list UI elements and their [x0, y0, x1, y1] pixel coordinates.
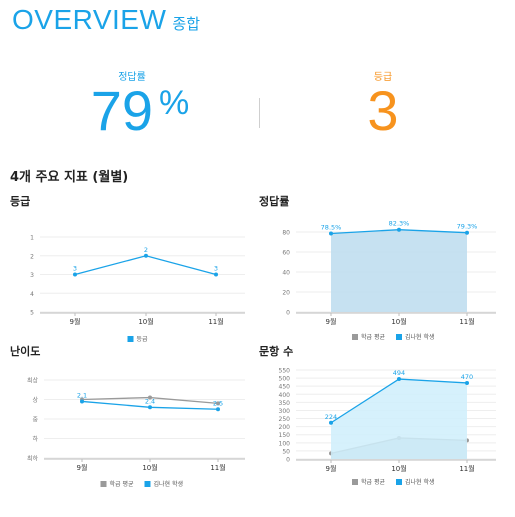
stat-divider [259, 98, 260, 128]
data-point [465, 380, 469, 385]
y-tick-label: 2 [30, 253, 34, 260]
data-point [148, 405, 152, 410]
data-point [397, 227, 401, 232]
data-point [216, 407, 220, 412]
legend-label: 김나현 학생 [154, 480, 184, 488]
chart-title-questions: 문항 수 [259, 345, 294, 358]
y-tick-label: 60 [282, 250, 290, 257]
y-tick-label: 3 [30, 272, 34, 279]
x-tick-label: 11월 [210, 463, 225, 472]
grade-label: 등급 [373, 72, 393, 83]
x-tick-label: 9월 [70, 317, 81, 326]
data-label: 78.5% [321, 224, 342, 232]
x-tick-label: 10월 [391, 464, 406, 473]
x-tick-label: 9월 [326, 464, 337, 473]
data-label: 470 [461, 373, 473, 381]
y-tick-label: 500 [279, 376, 291, 383]
data-point [397, 377, 401, 382]
chart-title-grade: 등급 [10, 195, 31, 208]
y-tick-label: 중 [32, 417, 38, 424]
data-label: 82.3% [389, 220, 410, 228]
chart-title-accuracy: 정답률 [259, 195, 290, 208]
y-tick-label: 4 [30, 291, 34, 298]
legend-swatch [396, 479, 402, 485]
legend-swatch [144, 481, 151, 487]
data-point [80, 399, 84, 404]
y-tick-label: 150 [279, 432, 291, 439]
legend-label: 학급 평균 [361, 478, 385, 486]
y-tick-label: 1 [30, 235, 34, 242]
legend-swatch [352, 479, 358, 485]
data-point [144, 253, 148, 258]
data-point [148, 395, 152, 400]
data-label: 224 [325, 413, 337, 421]
y-tick-label: 0 [286, 457, 290, 464]
data-label: 2 [144, 246, 148, 254]
y-tick-label: 200 [279, 424, 291, 431]
legend-swatch [352, 334, 358, 340]
legend-label: 학급 평균 [110, 480, 134, 488]
data-point [329, 420, 333, 425]
y-tick-label: 550 [279, 368, 291, 375]
y-tick-label: 250 [279, 416, 291, 423]
x-tick-label: 9월 [77, 463, 88, 472]
y-tick-label: 40 [282, 270, 290, 277]
data-label: 79.3% [457, 223, 478, 231]
section-title: 4개 주요 지표 (월별) [10, 170, 129, 185]
y-tick-label: 하 [32, 435, 38, 443]
accuracy-label: 정답률 [118, 72, 146, 83]
y-tick-label: 400 [279, 392, 291, 399]
accuracy-value: 79 [90, 79, 154, 142]
series-line [74, 255, 217, 276]
data-point [214, 272, 218, 277]
data-label: 3 [73, 265, 77, 273]
area-fill [331, 229, 467, 312]
data-point [329, 231, 333, 236]
data-point [465, 230, 469, 235]
data-point [216, 401, 220, 406]
data-label: 2.5 [213, 399, 223, 407]
data-label: 3 [214, 265, 218, 273]
x-tick-label: 9월 [326, 317, 337, 326]
x-tick-label: 10월 [391, 317, 406, 326]
grade-value: 3 [367, 79, 399, 142]
y-tick-label: 350 [279, 400, 291, 407]
y-tick-label: 최상 [27, 377, 39, 385]
page-title-sub: 종합 [172, 15, 201, 33]
legend-label: 등급 [137, 336, 149, 343]
x-tick-label: 10월 [142, 463, 157, 472]
legend-label: 학급 평균 [361, 333, 385, 341]
x-tick-label: 11월 [459, 317, 474, 326]
data-label: 2.1 [77, 391, 87, 399]
y-tick-label: 50 [282, 448, 290, 455]
accuracy-unit: % [159, 84, 190, 122]
data-label: 2.4 [145, 397, 155, 405]
area-fill [331, 379, 467, 459]
y-tick-label: 100 [279, 440, 291, 447]
x-tick-label: 10월 [138, 317, 153, 326]
legend-label: 김나현 학생 [405, 478, 435, 486]
y-tick-label: 80 [282, 230, 290, 237]
legend-swatch [396, 334, 402, 340]
chart-title-difficulty: 난이도 [10, 345, 41, 358]
y-tick-label: 0 [286, 310, 290, 317]
legend-label: 김나현 학생 [405, 333, 435, 341]
y-tick-label: 450 [279, 384, 291, 391]
y-tick-label: 20 [282, 290, 290, 297]
y-tick-label: 300 [279, 408, 291, 415]
x-tick-label: 11월 [208, 317, 223, 326]
x-tick-label: 11월 [459, 464, 474, 473]
page-title-main: OVERVIEW [12, 4, 167, 35]
y-tick-label: 상 [32, 396, 38, 404]
accuracy-stat: 79% [80, 78, 200, 143]
legend-swatch [127, 336, 134, 342]
data-point [73, 272, 77, 277]
page-title: OVERVIEW 종합 [12, 4, 200, 36]
y-tick-label: 5 [30, 310, 34, 317]
data-label: 494 [393, 369, 405, 377]
legend-swatch [100, 481, 107, 487]
y-tick-label: 최하 [27, 455, 39, 463]
